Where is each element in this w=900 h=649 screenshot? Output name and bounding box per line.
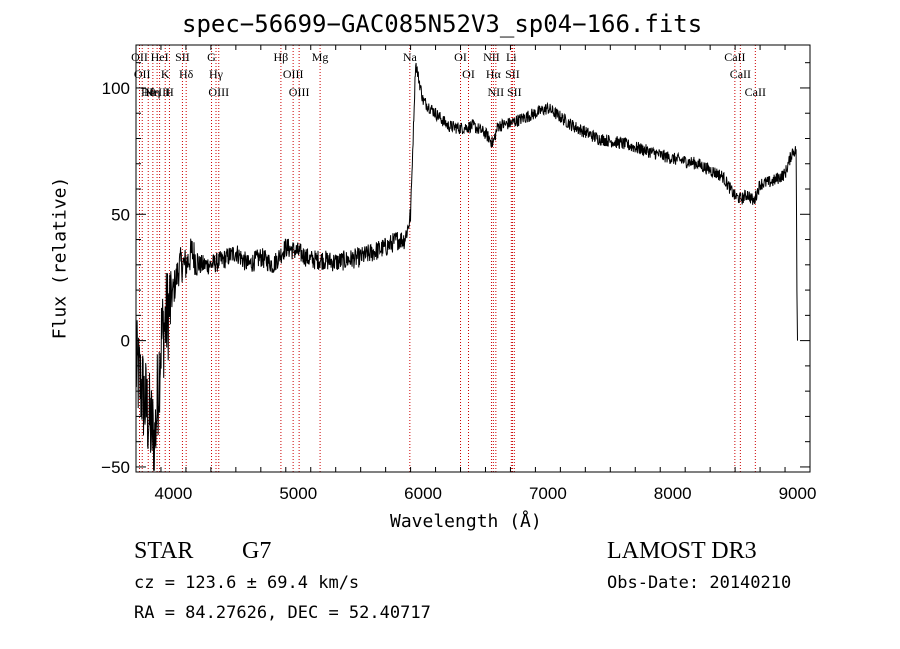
x-axis-label: Wavelength (Å) [390,511,542,532]
spectral-line-label: Hθ [141,85,156,99]
spectral-line-label: NII [483,50,500,64]
spectral-line-label: OIII [283,67,304,81]
spectral-line-label: CaII [745,85,766,99]
spectral-line-label: CaII [730,67,751,81]
spectral-line-label: Hη [145,85,160,99]
spectral-line-label: Na [403,50,418,64]
spectral-line-label: H [165,85,174,99]
spectral-line-label: OI [454,50,467,64]
y-tick-label: 0 [121,332,130,351]
spectral-line-label: Mg [312,50,329,64]
spectral-line-label: G [207,50,216,64]
spectral-line-label: Li [506,50,517,64]
y-tick-label: −50 [101,458,130,477]
x-tick-label: 6000 [404,484,442,503]
observation-date: Obs-Date: 20140210 [607,573,792,593]
x-tick-label: 8000 [654,484,692,503]
survey-name: LAMOST DR3 [607,538,757,564]
spectral-line-label: CaII [724,50,745,64]
spectral-line-label: Hδ [179,67,194,81]
spectral-line-label: OII [131,50,148,64]
spectral-line-label: SII [175,50,190,64]
object-subclass: G7 [242,538,272,564]
x-tick-label: 9000 [779,484,817,503]
y-axis-label: Flux (relative) [49,176,71,340]
spectral-line-label: HeI [151,50,169,64]
spectral-line-label: SII [507,85,522,99]
y-tick-label: 100 [102,79,130,98]
spectral-line-label: OIII [289,85,310,99]
redshift-velocity: cz = 123.6 ± 69.4 km/s [134,573,360,593]
spectrum-series [135,62,798,471]
y-tick-label: 50 [111,205,130,224]
spectral-line-label: OI [462,67,475,81]
chart-title: spec−56699−GAC085N52V3_sp04−166.fits [182,10,703,38]
spectral-line-label: OII [134,67,151,81]
coordinates: RA = 84.27626, DEC = 52.40717 [134,603,431,623]
object-class: STAR [134,538,194,564]
x-tick-label: 4000 [155,484,193,503]
spectral-line-label: Hγ [209,67,224,81]
x-tick-label: 7000 [529,484,567,503]
x-tick-label: 5000 [279,484,317,503]
spectral-line-label: K [161,67,170,81]
spectral-line-label: SII [505,67,520,81]
spectral-line-label: Hβ [274,50,289,64]
plot-frame [135,44,811,473]
spectral-line-label: OIII [208,85,229,99]
spectral-line-label: NeIII [144,85,170,99]
spectral-line-label: Hα [486,67,502,81]
spectral-line-label: NII [488,85,505,99]
